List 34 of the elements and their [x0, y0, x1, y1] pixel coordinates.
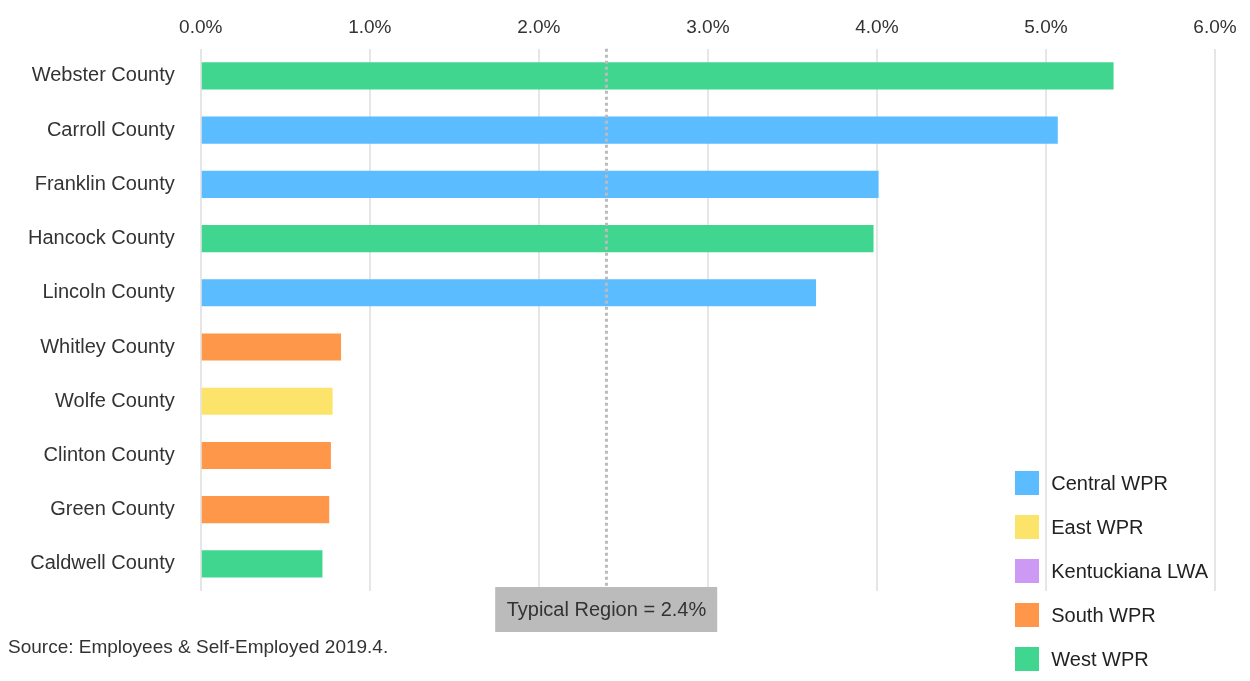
y-tick-label: Whitley County [40, 334, 175, 357]
x-tick-label: 5.0% [1024, 15, 1068, 37]
y-tick-label: Carroll County [46, 117, 175, 140]
legend-label: East WPR [1051, 515, 1144, 539]
x-tick-label: 4.0% [855, 15, 899, 37]
bar [201, 441, 331, 470]
y-tick-label: Hancock County [27, 226, 175, 249]
legend-label: South WPR [1051, 603, 1156, 627]
bar [201, 387, 333, 415]
y-tick-label: Webster County [31, 63, 175, 86]
x-tick-label: 6.0% [1193, 15, 1237, 37]
legend-label: West WPR [1051, 647, 1149, 671]
bar [201, 170, 879, 198]
bar [201, 550, 323, 578]
y-tick-label: Wolfe County [55, 388, 175, 411]
bar [201, 279, 817, 307]
x-tick-label: 1.0% [348, 15, 392, 37]
y-tick-label: Franklin County [34, 171, 175, 194]
x-tick-label: 2.0% [517, 15, 561, 37]
ref-line-label: Typical Region = 2.4% [495, 587, 718, 632]
x-tick-label: 0.0% [179, 15, 223, 37]
y-tick-label: Caldwell County [30, 551, 175, 574]
y-tick-label: Lincoln County [42, 280, 175, 303]
bar [201, 496, 330, 524]
x-tick-label: 3.0% [686, 15, 730, 37]
bar [201, 62, 1114, 90]
y-tick-label: Green County [50, 497, 175, 520]
source-note: Source: Employees & Self-Employed 2019.4. [8, 636, 389, 658]
legend-label: Central WPR [1051, 471, 1168, 495]
y-tick-label: Clinton County [43, 442, 175, 465]
bar [201, 333, 342, 361]
bar [201, 225, 874, 253]
legend-label: Kentuckiana LWA [1051, 559, 1208, 583]
bar [201, 116, 1058, 144]
